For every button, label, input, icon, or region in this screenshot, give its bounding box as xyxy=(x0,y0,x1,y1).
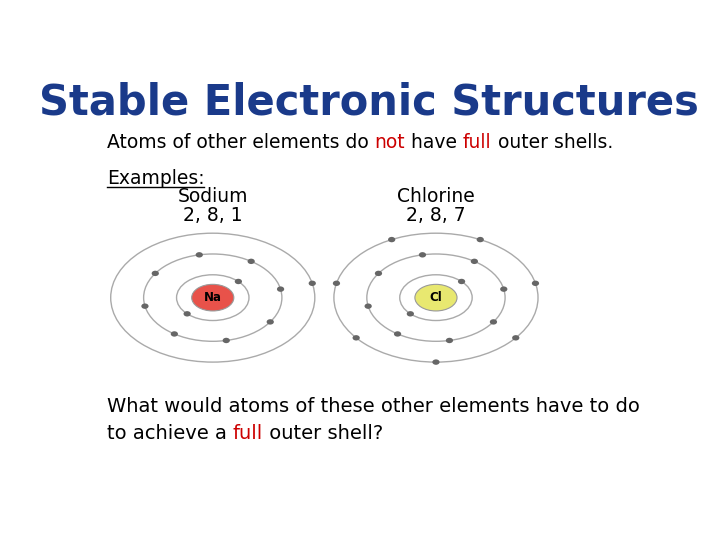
Text: to achieve a: to achieve a xyxy=(107,424,233,443)
Ellipse shape xyxy=(407,311,414,316)
Ellipse shape xyxy=(471,259,478,264)
Ellipse shape xyxy=(192,285,234,311)
Ellipse shape xyxy=(477,237,484,242)
Ellipse shape xyxy=(184,311,191,316)
Text: full: full xyxy=(463,133,492,152)
Text: Na: Na xyxy=(204,291,222,304)
Text: Cl: Cl xyxy=(430,291,442,304)
Ellipse shape xyxy=(277,286,284,292)
Text: Stable Electronic Structures: Stable Electronic Structures xyxy=(39,82,699,124)
Ellipse shape xyxy=(152,271,159,276)
Ellipse shape xyxy=(415,285,457,311)
Ellipse shape xyxy=(266,319,274,325)
Ellipse shape xyxy=(222,338,230,343)
Ellipse shape xyxy=(171,331,178,336)
Ellipse shape xyxy=(388,237,395,242)
Ellipse shape xyxy=(375,271,382,276)
Ellipse shape xyxy=(500,286,508,292)
Ellipse shape xyxy=(141,303,148,309)
Text: not: not xyxy=(374,133,405,152)
Ellipse shape xyxy=(432,360,440,365)
Text: have: have xyxy=(405,133,463,152)
Text: Atoms of other elements do: Atoms of other elements do xyxy=(107,133,374,152)
Text: outer shells.: outer shells. xyxy=(492,133,613,152)
Ellipse shape xyxy=(458,279,465,284)
Ellipse shape xyxy=(333,281,340,286)
Text: outer shell?: outer shell? xyxy=(263,424,383,443)
Ellipse shape xyxy=(532,281,539,286)
Ellipse shape xyxy=(309,281,316,286)
Ellipse shape xyxy=(419,252,426,258)
Ellipse shape xyxy=(364,303,372,309)
Ellipse shape xyxy=(512,335,519,341)
Text: What would atoms of these other elements have to do: What would atoms of these other elements… xyxy=(107,397,639,416)
Text: 2, 8, 7: 2, 8, 7 xyxy=(406,206,466,225)
Ellipse shape xyxy=(490,319,497,325)
Text: Examples:: Examples: xyxy=(107,168,204,188)
Ellipse shape xyxy=(446,338,453,343)
Ellipse shape xyxy=(248,259,255,264)
Text: 2, 8, 1: 2, 8, 1 xyxy=(183,206,243,225)
Text: Chlorine: Chlorine xyxy=(397,187,474,206)
Ellipse shape xyxy=(394,331,401,336)
Ellipse shape xyxy=(235,279,242,284)
Text: Sodium: Sodium xyxy=(178,187,248,206)
Ellipse shape xyxy=(353,335,360,341)
Ellipse shape xyxy=(196,252,203,258)
Text: full: full xyxy=(233,424,263,443)
